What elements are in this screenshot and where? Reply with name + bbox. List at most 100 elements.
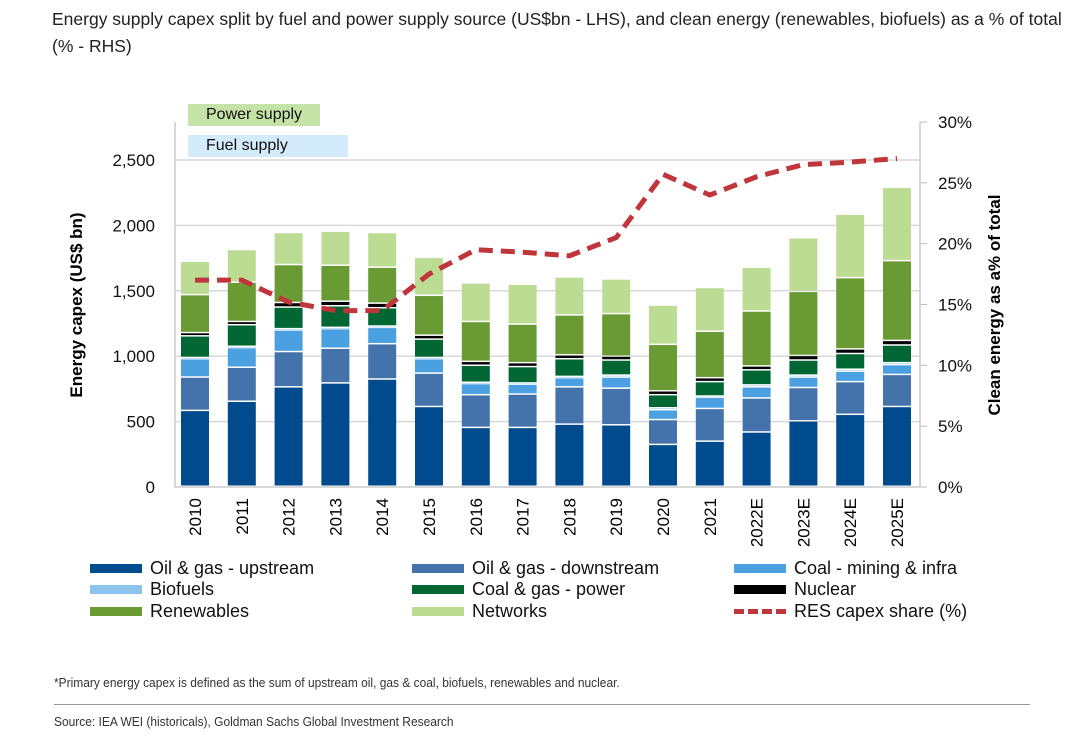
bar-segment <box>883 345 911 362</box>
bar-segment <box>649 395 677 408</box>
x-tick-label: 2022E <box>748 498 767 547</box>
bar-segment <box>368 328 397 343</box>
bar-segment <box>836 415 865 486</box>
bar-segment <box>742 311 771 366</box>
bar-segment <box>883 188 911 260</box>
bar-segment <box>649 391 677 394</box>
res-share-line <box>195 156 898 314</box>
x-tick-label: 2018 <box>560 498 579 536</box>
bar-segment <box>461 322 490 361</box>
bar-segment <box>789 292 818 355</box>
bar-segment <box>836 354 865 369</box>
bar-segment <box>695 332 724 377</box>
bar-segment <box>227 250 256 282</box>
bar-segment <box>883 375 911 406</box>
bar-segment <box>181 336 209 357</box>
bar-segment <box>602 360 631 375</box>
chart-title: Energy supply capex split by fuel and po… <box>52 9 1062 56</box>
bar-segment <box>368 303 397 307</box>
bar-segment <box>181 377 209 410</box>
x-tick-label: 2010 <box>186 498 205 536</box>
bar-segment <box>508 394 537 427</box>
bar-segment <box>508 324 537 362</box>
legend-swatch <box>734 609 786 614</box>
bar-segment <box>227 325 256 346</box>
bar-segment <box>883 261 911 340</box>
bar-segment <box>321 231 350 265</box>
bar-segment <box>742 385 771 387</box>
bar-segment <box>181 411 209 486</box>
bar-segment <box>321 328 350 329</box>
legend-item: Renewables <box>90 601 249 622</box>
bar-segment <box>695 441 724 486</box>
bar-segment <box>227 322 256 324</box>
x-tick-label: 2011 <box>233 498 252 535</box>
bar-segment <box>789 421 818 486</box>
bar-segment <box>415 339 443 357</box>
x-tick-label: 2021 <box>701 498 720 536</box>
bar-segment <box>695 288 724 331</box>
x-tick-label: 2017 <box>514 498 533 536</box>
x-tick-label: 2023E <box>794 498 813 547</box>
bar-segment <box>555 359 584 376</box>
bar-segment <box>742 398 771 432</box>
y-tick-label: 1,500 <box>112 282 155 301</box>
bar-segment <box>461 395 490 427</box>
y2-tick-label: 30% <box>938 113 972 132</box>
bar-segment <box>508 367 537 383</box>
bar-segment <box>508 363 537 366</box>
legend-swatch <box>412 585 464 594</box>
bar-segment <box>789 238 818 291</box>
x-tick-label: 2014 <box>373 498 392 536</box>
y2-tick-label: 15% <box>938 296 972 315</box>
bar-segment <box>789 377 818 387</box>
bar-segment <box>368 233 397 267</box>
legend-swatch <box>412 607 464 616</box>
bar-segment <box>695 382 724 396</box>
bar-segment <box>602 314 631 356</box>
bar-segment <box>274 265 303 302</box>
bar-segment <box>836 382 865 414</box>
bar-segment <box>695 398 724 408</box>
legend-label: Biofuels <box>150 579 215 599</box>
legend-item: Coal - mining & infra <box>734 558 957 579</box>
bar-segment <box>321 265 350 301</box>
bar-segment <box>789 388 818 421</box>
bar-segment <box>555 355 584 358</box>
bar-segment <box>836 278 865 349</box>
bar-segment <box>602 388 631 425</box>
bar-segment <box>321 383 350 486</box>
bar-segment <box>742 366 771 370</box>
legend-item: Networks <box>412 601 547 622</box>
bar-segment <box>649 345 677 391</box>
bar-segment <box>555 277 584 315</box>
legend-swatch <box>734 585 786 594</box>
bar-segment <box>415 373 443 406</box>
x-tick-label: 2020 <box>654 498 673 536</box>
bar-segment <box>461 383 490 384</box>
legend-label: Oil & gas - downstream <box>472 558 660 578</box>
bar-segment <box>695 396 724 398</box>
y2-tick-label: 20% <box>938 235 972 254</box>
bar-segment <box>883 407 911 486</box>
legend-swatch <box>90 607 142 616</box>
bar-segment <box>555 424 584 486</box>
bar-segment <box>883 341 911 345</box>
bar-segment <box>555 315 584 355</box>
bar-segment <box>836 371 865 381</box>
legend-label: Networks <box>472 601 548 621</box>
x-tick-label: 2015 <box>420 498 439 536</box>
fuel-supply-label: Fuel supply <box>188 135 348 157</box>
y-tick-label: 2,500 <box>112 151 155 170</box>
bar-segment <box>602 356 631 360</box>
bar-segment <box>415 358 443 359</box>
bar-segment <box>836 349 865 353</box>
bar-segment <box>181 295 209 332</box>
bar-segment <box>508 284 537 324</box>
bar-segment <box>649 408 677 410</box>
bar-segment <box>274 233 303 264</box>
legend-item: Nuclear <box>734 579 856 600</box>
legend-swatch <box>90 585 142 594</box>
bar-segment <box>274 307 303 328</box>
bar-segment <box>227 401 256 486</box>
